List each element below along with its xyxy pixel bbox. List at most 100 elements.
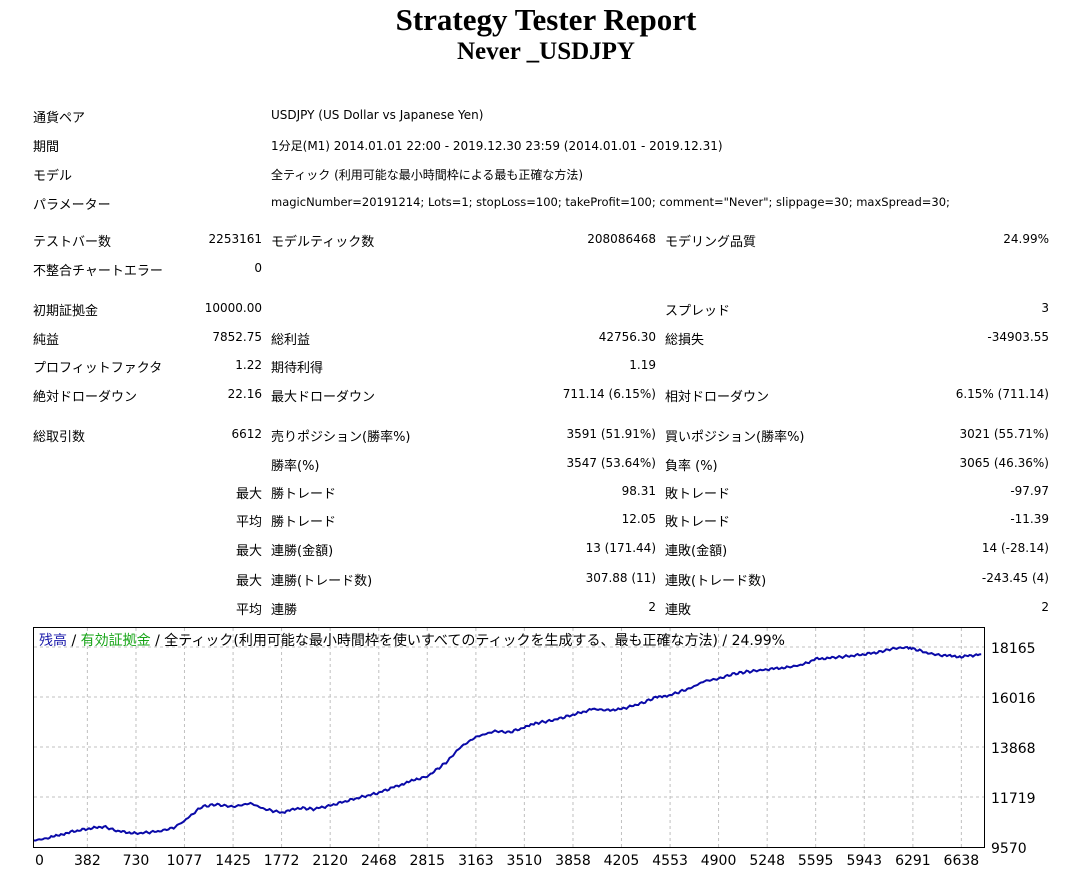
legend-sep-1: / xyxy=(67,633,81,649)
symbol-value: USDJPY (US Dollar vs Japanese Yen) xyxy=(271,108,484,122)
avg-win-value: 12.05 xyxy=(621,512,656,526)
x-tick-label: 3163 xyxy=(458,853,494,869)
payoff-label: 期待利得 xyxy=(271,361,324,376)
maxconsloss-cnt-label: 連敗(トレード数) xyxy=(665,574,767,589)
x-tick-label: 1425 xyxy=(215,853,251,869)
largest-loss-value: -97.97 xyxy=(1010,484,1049,498)
deposit-value: 10000.00 xyxy=(204,301,262,315)
grossloss-value: -34903.55 xyxy=(987,330,1049,344)
maxconsloss-amt-value: 14 (-28.14) xyxy=(981,541,1049,555)
spread-value: 3 xyxy=(1041,301,1049,315)
largest-win-label: 勝トレード xyxy=(271,487,337,502)
grossloss-label: 総損失 xyxy=(665,333,705,348)
x-tick-label: 6638 xyxy=(944,853,980,869)
maxconswin-cnt-label: 連勝(トレード数) xyxy=(271,574,373,589)
y-tick-label: 11719 xyxy=(991,791,1036,807)
payoff-value: 1.19 xyxy=(629,358,656,372)
x-tick-label: 382 xyxy=(74,853,101,869)
deposit-label: 初期証拠金 xyxy=(33,304,99,319)
mismatch-value: 0 xyxy=(254,261,262,275)
report-title: Strategy Tester Report xyxy=(395,2,697,37)
largest-win-value: 98.31 xyxy=(621,484,656,498)
x-tick-label: 5248 xyxy=(749,853,785,869)
params-label: パラメーター xyxy=(33,198,111,213)
netprofit-label: 純益 xyxy=(33,333,60,348)
period-value: 1分足(M1) 2014.01.01 22:00 - 2019.12.30 23… xyxy=(271,139,723,153)
maxconsloss-cnt-value: -243.45 (4) xyxy=(981,571,1049,585)
plot-frame xyxy=(33,627,985,848)
trades-value: 6612 xyxy=(231,427,262,441)
ticks-label: モデルティック数 xyxy=(271,235,375,250)
long-value: 3021 (55.71%) xyxy=(959,427,1049,441)
model-value: 全ティック (利用可能な最小時間枠による最も正確な方法) xyxy=(271,168,584,182)
x-tick-label: 6291 xyxy=(895,853,931,869)
avgconswin-value: 2 xyxy=(648,600,656,614)
absdd-label: 絶対ドローダウン xyxy=(33,390,138,405)
x-tick-label: 730 xyxy=(123,853,150,869)
y-tick-label: 9570 xyxy=(991,841,1027,857)
x-tick-label: 4900 xyxy=(701,853,737,869)
balance-line xyxy=(34,645,982,842)
y-ticks: 9570 11719 13868 16016 18165 xyxy=(991,641,1036,857)
x-tick-label: 2815 xyxy=(409,853,445,869)
lossrate-label: 負率 (%) xyxy=(665,459,718,474)
lossrate-value: 3065 (46.36%) xyxy=(959,456,1049,470)
pf-label: プロフィットファクタ xyxy=(33,361,163,376)
y-tick-label: 16016 xyxy=(991,691,1036,707)
avgconswin-label: 連勝 xyxy=(271,603,298,618)
x-tick-label: 3510 xyxy=(507,853,543,869)
mismatch-label: 不整合チャートエラー xyxy=(33,264,163,279)
legend-equity: 有効証拠金 xyxy=(81,633,151,649)
reldd-value: 6.15% (711.14) xyxy=(955,387,1049,401)
pf-value: 1.22 xyxy=(235,358,262,372)
maxdd-value: 711.14 (6.15%) xyxy=(562,387,656,401)
x-tick-label: 0 xyxy=(35,853,44,869)
maximal-label: 最大 xyxy=(235,574,262,589)
maxconswin-cnt-value: 307.88 (11) xyxy=(585,571,656,585)
params-value: magicNumber=20191214; Lots=1; stopLoss=1… xyxy=(271,195,950,209)
x-tick-label: 3858 xyxy=(555,853,591,869)
avgconsloss-label: 連敗 xyxy=(665,603,692,618)
maxconswin-amt-value: 13 (171.44) xyxy=(585,541,656,555)
maximum-label: 最大 xyxy=(235,544,262,559)
largest-label: 最大 xyxy=(235,487,262,502)
period-label: 期間 xyxy=(33,140,60,155)
x-ticks: 0 382 730 1077 1425 1772 2120 2468 2815 3163 3510 3… xyxy=(35,853,979,869)
x-tick-label: 5595 xyxy=(798,853,834,869)
avgconsloss-value: 2 xyxy=(1041,600,1049,614)
short-value: 3591 (51.91%) xyxy=(566,427,656,441)
balance-chart: 0 382 730 1077 1425 1772 2120 2468 2815 3163 3510 3… xyxy=(33,627,1083,872)
netprofit-value: 7852.75 xyxy=(212,330,262,344)
avg-win-label: 勝トレード xyxy=(271,515,337,530)
legend-balance: 残高 xyxy=(39,632,67,649)
series-layer xyxy=(34,645,982,842)
y-tick-label: 18165 xyxy=(991,641,1036,657)
winrate-value: 3547 (53.64%) xyxy=(566,456,656,470)
x-tick-label: 1077 xyxy=(167,853,203,869)
short-label: 売りポジション(勝率%) xyxy=(271,430,411,445)
largest-loss-label: 敗トレード xyxy=(665,487,731,502)
maxconsloss-amt-label: 連敗(金額) xyxy=(665,544,728,559)
bars-value: 2253161 xyxy=(208,232,262,246)
quality-value: 24.99% xyxy=(1003,232,1049,246)
winrate-label: 勝率(%) xyxy=(271,459,320,474)
long-label: 買いポジション(勝率%) xyxy=(665,430,805,445)
report-subtitle: Never _USDJPY xyxy=(457,38,635,65)
x-tick-label: 5943 xyxy=(846,853,882,869)
average-label: 平均 xyxy=(235,515,262,530)
ticks-value: 208086468 xyxy=(587,232,656,246)
maxdd-label: 最大ドローダウン xyxy=(271,390,376,405)
grid xyxy=(34,628,984,847)
reldd-label: 相対ドローダウン xyxy=(665,390,770,405)
maxconswin-amt-label: 連勝(金額) xyxy=(271,544,334,559)
symbol-label: 通貨ペア xyxy=(33,111,86,126)
absdd-value: 22.16 xyxy=(227,387,262,401)
avg-cons-label: 平均 xyxy=(235,603,262,618)
legend-sep-2: / xyxy=(151,633,165,649)
x-tick-label: 1772 xyxy=(264,853,300,869)
quality-label: モデリング品質 xyxy=(665,235,757,250)
bars-label: テストバー数 xyxy=(33,235,112,250)
chart-legend: 残高 / 有効証拠金 / 全ティック(利用可能な最小時間枠を使いすべてのティック… xyxy=(39,632,785,649)
legend-model: 全ティック(利用可能な最小時間枠を使いすべてのティックを生成する、最も正確な方法… xyxy=(164,632,785,649)
avg-loss-label: 敗トレード xyxy=(665,515,731,530)
